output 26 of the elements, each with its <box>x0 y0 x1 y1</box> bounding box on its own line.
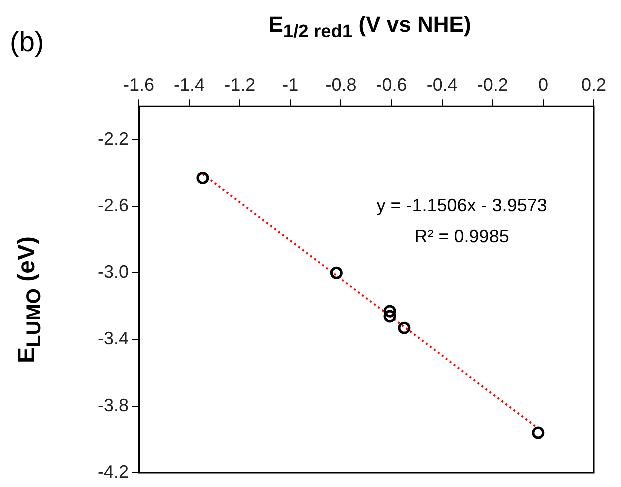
y-tick-label: -3.0 <box>98 262 130 282</box>
x-axis-title: E$_{1/2 red1}$ (V vs NHE) <box>268 12 472 42</box>
y-tick-label: -3.8 <box>98 395 130 416</box>
x-tick-label: -1 <box>282 74 299 95</box>
x-tick-label: -0.4 <box>426 74 458 95</box>
y-tick-label: -4.2 <box>98 462 130 482</box>
x-tick-label: -0.6 <box>376 74 408 95</box>
point <box>398 322 411 334</box>
point <box>532 426 545 440</box>
text: (b) <box>10 26 44 58</box>
y-tick-label: -3.4 <box>98 328 130 349</box>
y-tick-label: -2.6 <box>98 195 130 216</box>
annotation: R² = 0.9985 <box>414 226 510 247</box>
x-tick-label: -1.2 <box>224 74 256 95</box>
x-tick-label: -1.6 <box>124 74 155 95</box>
point <box>384 310 396 323</box>
point <box>384 305 396 318</box>
point <box>196 172 210 184</box>
annotation: y = -1.1506x - 3.9573 <box>376 196 548 216</box>
x-tick-label: -0.2 <box>477 74 508 95</box>
x-tick-label: -0.8 <box>326 74 357 95</box>
x-tick-label: 0 <box>538 74 548 95</box>
y-tick-label: -2.2 <box>98 128 130 149</box>
x-tick-label: 0.2 <box>581 74 607 95</box>
x-tick-label: -1.4 <box>174 74 206 95</box>
point <box>330 266 343 280</box>
